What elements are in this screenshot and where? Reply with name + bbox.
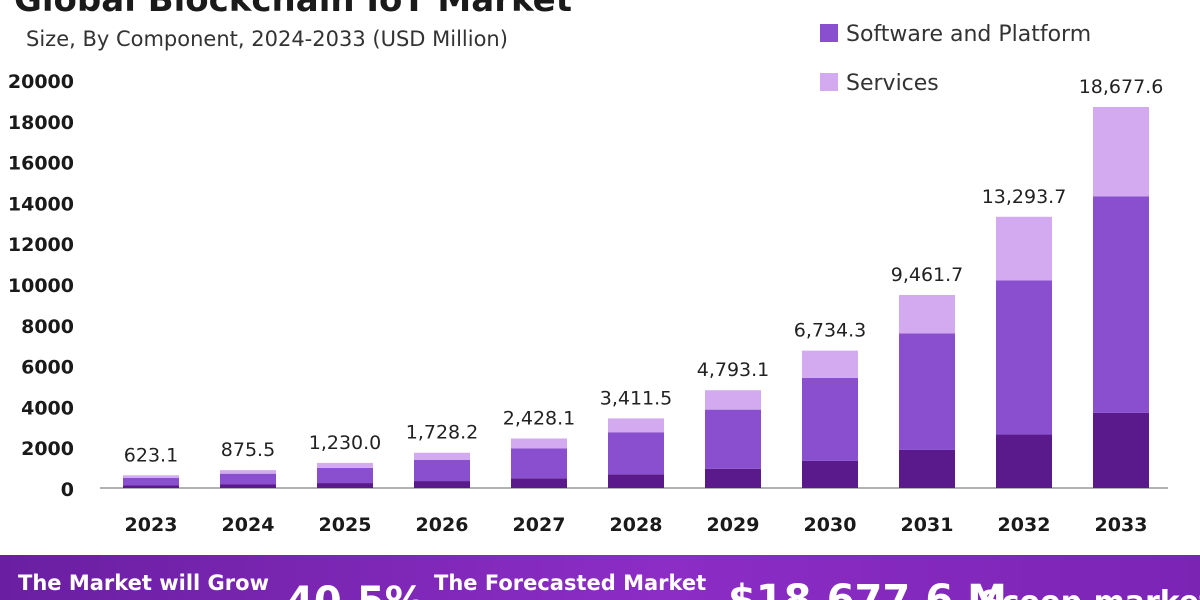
y-tick-label: 16000 [8,153,74,175]
bar-segment-base-2031 [899,449,955,488]
x-tick-label: 2030 [804,514,857,536]
bar-total-label: 623.1 [124,444,178,466]
bar-total-label: 9,461.7 [891,264,964,286]
x-tick-label: 2033 [1095,514,1148,536]
bar-segment-software-2027 [511,448,567,479]
bar-segment-base-2024 [220,484,276,488]
footer-banner: The Market will Grow 40.5% The Forecaste… [0,555,1200,600]
bar-total-label: 4,793.1 [697,359,770,381]
y-tick-label: 2000 [21,438,74,460]
bar-total-label: 875.5 [221,439,275,461]
bar-total-label: 13,293.7 [982,186,1067,208]
bar-segment-software-2033 [1093,196,1149,413]
y-tick-label: 6000 [21,357,74,379]
bar-total-label: 1,728.2 [406,422,479,444]
footer-grow-label: The Market will Grow [18,571,269,595]
bar-segment-base-2028 [608,474,664,488]
y-tick-label: 8000 [21,316,74,338]
bar-segment-software-2030 [802,377,858,461]
bar-segment-base-2027 [511,478,567,488]
footer-cagr-value: 40.5% [286,579,425,600]
bar-segment-base-2026 [414,481,470,488]
bar-segment-services-2023 [123,475,179,478]
y-tick-label: 12000 [8,234,74,256]
footer-forecast-value: $18,677.6 M [728,577,1007,600]
x-tick-label: 2023 [125,514,178,536]
legend-label-services: Services [846,71,939,96]
bar-segment-software-2024 [220,473,276,485]
bar-segment-software-2032 [996,280,1052,435]
chart-subtitle: Size, By Component, 2024-2033 (USD Milli… [26,27,508,51]
y-tick-label: 4000 [21,397,74,419]
x-tick-label: 2031 [901,514,954,536]
x-tick-label: 2027 [513,514,566,536]
bar-segment-software-2023 [123,477,179,486]
bar-segment-software-2031 [899,333,955,450]
y-tick-label: 18000 [8,112,74,134]
y-tick-label: 14000 [8,193,74,215]
bar-segment-services-2027 [511,438,567,449]
y-tick-label: 20000 [8,71,74,93]
bar-segment-software-2026 [414,459,470,482]
bar-segment-base-2033 [1093,412,1149,488]
bar-segment-base-2030 [802,460,858,488]
bar-segment-base-2029 [705,468,761,488]
y-tick-label: 0 [61,479,74,501]
x-tick-label: 2028 [610,514,663,536]
bar-segment-services-2026 [414,452,470,460]
bar-segment-services-2033 [1093,106,1149,197]
bar-segment-software-2028 [608,432,664,475]
bar-segment-services-2028 [608,418,664,433]
x-tick-label: 2032 [998,514,1051,536]
bar-segment-services-2024 [220,470,276,474]
x-tick-label: 2024 [222,514,275,536]
bar-total-label: 3,411.5 [600,387,673,409]
bar-total-label: 18,677.6 [1079,76,1164,98]
bar-segment-services-2032 [996,216,1052,281]
bar-total-label: 1,230.0 [309,432,382,454]
bar-segment-base-2032 [996,434,1052,488]
y-tick-label: 10000 [8,275,74,297]
x-tick-label: 2026 [416,514,469,536]
bar-total-label: 2,428.1 [503,407,576,429]
bar-segment-software-2025 [317,467,373,484]
bar-chart: 0 2000 4000 6000 8000 10000 12000 14000 16000 180… [8,71,1168,536]
legend-swatch-services [820,73,838,91]
legend-label-software: Software and Platform [846,22,1092,47]
bar-segment-software-2029 [705,409,761,469]
x-tick-label: 2025 [319,514,372,536]
bar-segment-base-2025 [317,483,373,488]
bar-segment-services-2031 [899,294,955,334]
x-tick-label: 2029 [707,514,760,536]
legend-swatch-software [820,24,838,42]
bar-total-label: 6,734.3 [794,320,867,342]
footer-brand: Scoop.market [980,585,1200,600]
legend-item-services: Services [820,71,939,96]
chart-title: Global Blockchain IoT Market [14,0,572,20]
bar-segment-base-2023 [123,485,179,488]
bar-segment-services-2030 [802,350,858,378]
legend-item-software: Software and Platform [820,22,1091,47]
footer-forecast-label: The Forecasted Market [434,571,707,595]
bar-segment-services-2029 [705,390,761,410]
bar-segment-services-2025 [317,462,373,468]
